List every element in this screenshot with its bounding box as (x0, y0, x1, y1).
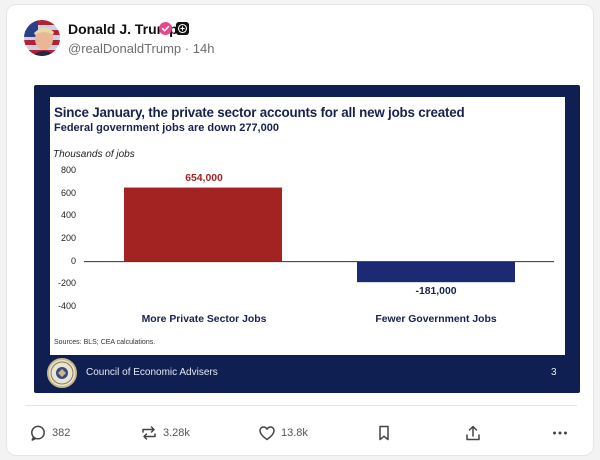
data-label: -181,000 (415, 286, 457, 298)
more-icon (553, 431, 567, 435)
post-image[interactable]: Since January, the private sector accoun… (34, 85, 580, 393)
y-tick-label: -200 (57, 278, 76, 289)
chart-title: Since January, the private sector accoun… (54, 105, 465, 120)
post-timestamp[interactable]: 14h (192, 41, 215, 56)
meta-separator: · (184, 41, 190, 56)
bar-chart (84, 187, 554, 283)
author-meta: @realDonaldTrump · 14h (68, 41, 214, 56)
reply-count: 382 (52, 427, 71, 439)
repost-count: 3.28k (163, 427, 190, 439)
reply-icon (31, 425, 45, 441)
footer-organization: Council of Economic Advisers (86, 367, 218, 378)
more-options-button[interactable] (551, 423, 569, 443)
like-count: 13.8k (281, 427, 308, 439)
actions-divider (25, 405, 577, 406)
slide-page-number: 3 (551, 367, 557, 378)
chart-sources: Sources: BLS; CEA calculations. (54, 339, 156, 346)
verified-badge-icon[interactable] (159, 22, 172, 35)
repost-button[interactable]: 3.28k (140, 423, 190, 443)
data-label: 654,000 (185, 172, 223, 184)
y-tick-label: 400 (60, 210, 76, 221)
author-handle[interactable]: @realDonaldTrump (68, 41, 182, 56)
bookmark-button[interactable] (375, 423, 393, 443)
bookmark-icon (379, 425, 389, 441)
like-button[interactable]: 13.8k (258, 423, 308, 443)
share-button[interactable] (464, 423, 482, 443)
plus-badge-icon[interactable] (176, 22, 189, 35)
y-axis-units-label: Thousands of jobs (53, 149, 135, 160)
bar-government (357, 261, 515, 283)
heart-icon (259, 426, 275, 441)
y-tick-label: 800 (60, 165, 76, 175)
category-label: More Private Sector Jobs (141, 314, 267, 325)
y-tick-label: 200 (60, 233, 76, 243)
post-card: Donald J. Trump @realDonaldTrump · 14h S… (6, 4, 594, 456)
y-tick-label: 0 (70, 255, 76, 266)
repost-icon (142, 426, 156, 440)
share-icon (466, 425, 480, 441)
cea-seal-logo (47, 358, 77, 388)
author-name[interactable]: Donald J. Trump (68, 21, 178, 37)
author-avatar[interactable] (24, 20, 60, 56)
category-label: Fewer Government Jobs (375, 314, 497, 325)
bar-private-sector (124, 187, 282, 262)
reply-button[interactable]: 382 (29, 423, 70, 443)
chart-subtitle: Federal government jobs are down 277,000 (54, 122, 279, 134)
y-tick-label: -400 (57, 301, 76, 311)
y-tick-label: 600 (60, 187, 76, 198)
